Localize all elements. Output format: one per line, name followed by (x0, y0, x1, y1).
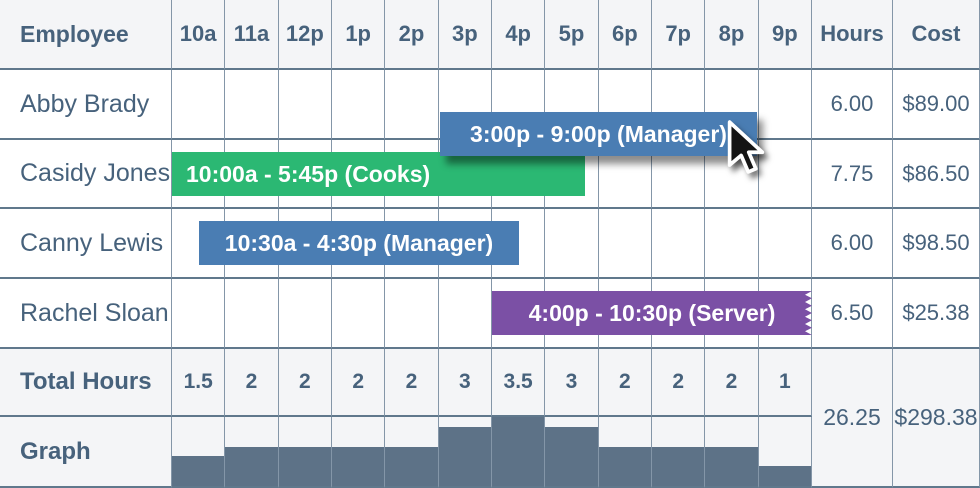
graph-bar (598, 446, 651, 486)
graph-cell (278, 417, 332, 488)
schedule-cell[interactable] (758, 70, 812, 140)
employee-hours: 7.75 (811, 140, 893, 209)
schedule-cell[interactable] (545, 209, 599, 279)
schedule-cell[interactable] (172, 70, 226, 140)
schedule-cell[interactable] (331, 70, 386, 140)
total-per-hour: 3 (545, 349, 599, 417)
shift-bar-canny-manager[interactable]: 10:30a - 4:30p (Manager) (199, 221, 519, 265)
cursor-arrow-icon (727, 120, 765, 179)
graph-bar (651, 446, 705, 486)
schedule-cell[interactable] (172, 279, 226, 349)
header-time-7p: 7p (651, 0, 706, 70)
header-time-6p: 6p (598, 0, 652, 70)
graph-cell (705, 417, 759, 488)
graph-cell (545, 417, 599, 488)
header-time-4p: 4p (491, 0, 546, 70)
total-per-hour: 2 (331, 349, 386, 417)
total-per-hour: 2 (598, 349, 652, 417)
shift-bar-casidy-cooks[interactable]: 10:00a - 5:45p (Cooks) (172, 152, 585, 196)
header-time-3p: 3p (438, 0, 492, 70)
schedule-cell[interactable] (225, 70, 279, 140)
graph-label: Graph (0, 417, 172, 488)
graph-bar (491, 417, 545, 486)
graph-bar (545, 426, 598, 486)
total-hours-value: 26.25 (811, 349, 893, 488)
schedule-cell[interactable] (758, 140, 812, 209)
graph-bar (438, 426, 491, 486)
total-per-hour: 2 (385, 349, 439, 417)
schedule-cell[interactable] (385, 70, 439, 140)
total-hours-label: Total Hours (0, 349, 172, 417)
total-cost-value: $298.38 (892, 349, 980, 488)
total-per-hour: 1 (758, 349, 812, 417)
total-per-hour: 1.5 (172, 349, 226, 417)
schedule-cell[interactable] (331, 279, 386, 349)
graph-cell (598, 417, 652, 488)
shift-bar-rachel-server[interactable]: 4:00p - 10:30p (Server) (492, 291, 812, 335)
schedule-cell[interactable] (278, 70, 332, 140)
total-per-hour: 2 (278, 349, 332, 417)
header-cost: Cost (892, 0, 980, 70)
graph-cell (651, 417, 706, 488)
header-time-2p: 2p (385, 0, 439, 70)
employee-hours: 6.50 (811, 279, 893, 349)
schedule-cell[interactable] (705, 209, 759, 279)
employee-cost: $86.50 (892, 140, 980, 209)
employee-name: Canny Lewis (0, 209, 172, 279)
graph-cell (491, 417, 546, 488)
total-per-hour: 2 (705, 349, 759, 417)
header-time-10a: 10a (172, 0, 226, 70)
graph-cell (438, 417, 492, 488)
employee-cost: $98.50 (892, 209, 980, 279)
total-per-hour: 3.5 (491, 349, 546, 417)
total-per-hour: 2 (651, 349, 706, 417)
schedule-cell[interactable] (225, 279, 279, 349)
graph-cell (331, 417, 386, 488)
graph-bar (331, 446, 385, 486)
header-employee: Employee (0, 0, 172, 70)
graph-cell (758, 417, 812, 488)
graph-bar (758, 466, 811, 486)
graph-cell (385, 417, 439, 488)
schedule-cell[interactable] (278, 279, 332, 349)
header-hours: Hours (811, 0, 893, 70)
header-time-11a: 11a (225, 0, 279, 70)
employee-name: Abby Brady (0, 70, 172, 140)
header-time-1p: 1p (331, 0, 386, 70)
header-time-5p: 5p (545, 0, 599, 70)
schedule-cell[interactable] (385, 279, 439, 349)
schedule-cell[interactable] (598, 209, 652, 279)
header-time-9p: 9p (758, 0, 812, 70)
total-per-hour: 3 (438, 349, 492, 417)
header-time-12p: 12p (278, 0, 332, 70)
schedule-cell[interactable] (438, 279, 492, 349)
graph-bar (278, 446, 331, 486)
graph-bar (172, 456, 225, 486)
employee-cost: $89.00 (892, 70, 980, 140)
schedule-cell[interactable] (651, 209, 706, 279)
employee-name: Rachel Sloan (0, 279, 172, 349)
employee-name: Casidy Jones (0, 140, 172, 209)
graph-bar (385, 446, 438, 486)
graph-bar (705, 446, 758, 486)
total-per-hour: 2 (225, 349, 279, 417)
graph-bar (225, 446, 278, 486)
employee-hours: 6.00 (811, 209, 893, 279)
shift-bar-abby-manager-dragging[interactable]: 3:00p - 9:00p (Manager) (440, 112, 757, 156)
graph-cell (172, 417, 226, 488)
graph-cell (225, 417, 279, 488)
schedule-cell[interactable] (758, 209, 812, 279)
employee-hours: 6.00 (811, 70, 893, 140)
employee-cost: $25.38 (892, 279, 980, 349)
header-time-8p: 8p (705, 0, 759, 70)
